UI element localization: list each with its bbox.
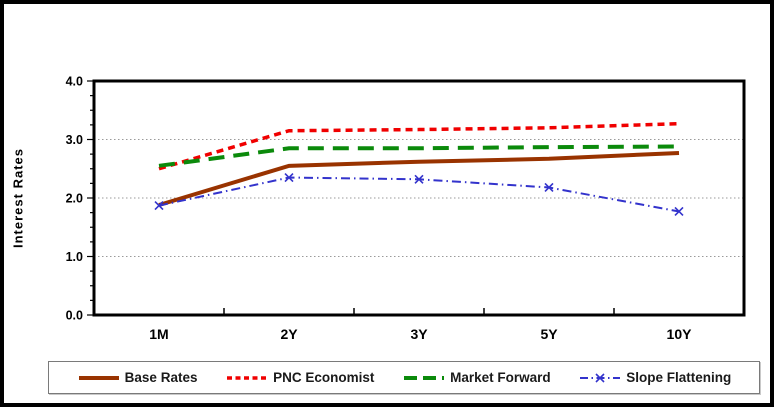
data-point-marker (414, 174, 424, 184)
line-chart: 0.0 1.0 2.0 3.0 4.0 1M 2Y 3Y 5Y 10Y (66, 75, 746, 342)
data-point-marker (154, 201, 164, 211)
series-line-pnc-economist (158, 121, 680, 171)
x-axis-label: 5Y (540, 326, 558, 342)
x-axis-label: 3Y (410, 326, 428, 342)
legend-swatch-market-forward-line-icon (404, 375, 445, 380)
y-tick-label: 2.0 (66, 192, 83, 206)
y-tick-label: 4.0 (66, 75, 83, 89)
data-point-marker (284, 172, 294, 183)
data-point-marker (544, 182, 554, 193)
legend-label: PNC Economist (273, 370, 375, 385)
y-tick-label: 1.0 (66, 250, 83, 264)
legend-item-base-rates: Base Rates (77, 370, 198, 385)
legend-label: Slope Flattening (626, 370, 732, 385)
legend-label: Market Forward (450, 370, 551, 385)
y-tick-label: 3.0 (66, 133, 83, 147)
x-axis-label: 10Y (667, 326, 693, 342)
legend-label: Base Rates (124, 370, 198, 385)
y-tick-label: 0.0 (66, 309, 83, 323)
data-point-marker (674, 206, 684, 217)
legend-item-pnc-economist: PNC Economist (225, 370, 374, 385)
series-line-market-forward (158, 144, 680, 168)
legend-swatch-slope-flattening-line-icon (580, 372, 621, 383)
plot-border (92, 79, 746, 317)
legend-swatch-pnc-economist-line-icon (227, 375, 268, 380)
legend-swatch-base-rates-line-icon (78, 375, 119, 380)
series-line-base-rates (158, 150, 680, 207)
x-axis-label: 2Y (280, 326, 298, 342)
legend-item-slope-flattening: Slope Flattening (578, 370, 731, 385)
legend: Base Rates PNC Economist Market Forward Slo… (48, 361, 760, 394)
x-axis-label: 1M (149, 326, 168, 342)
legend-item-market-forward: Market Forward (402, 370, 551, 385)
